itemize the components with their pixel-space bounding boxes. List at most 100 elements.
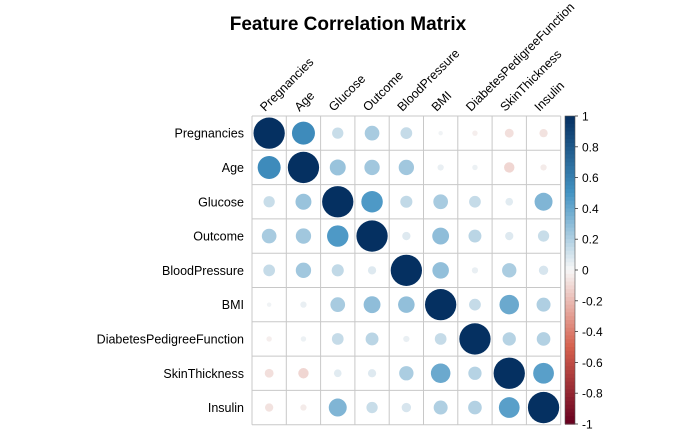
colorbar-segment [565,408,575,414]
correlation-circle [433,194,448,210]
colorbar-segment [565,312,575,317]
colorbar-segment [565,139,575,144]
colorbar-segment [565,131,575,136]
colorbar-segment [565,293,575,298]
correlation-circle [469,195,481,208]
colorbar-segment [565,266,575,271]
colorbar-tick-label: 0.2 [582,233,599,247]
colorbar-segment [565,127,575,132]
colorbar-segment [565,142,575,148]
colorbar-segment [565,350,575,356]
colorbar-segment [565,254,575,260]
colorbar-tick-label: 0 [582,264,589,278]
colorbar-tick-label: 0.6 [582,171,599,185]
colorbar-segment [565,150,575,156]
correlation-circle [333,369,342,378]
correlation-circle [433,400,448,415]
colorbar-tick-label: -1 [582,418,593,432]
correlation-circle [536,332,551,346]
colorbar-segment [565,412,575,417]
row-labels: Pregnancies Age Glucose Outcome BloodPressur… [97,127,244,415]
colorbar-segment [565,116,575,121]
correlation-circle [398,159,415,176]
colorbar-segment [565,385,575,390]
colorbar-segment [565,281,575,286]
colorbar-segment [565,235,575,240]
colorbar-segment [565,339,575,344]
correlation-circle [331,264,344,277]
correlation-circle [432,262,449,279]
colorbar-segment [565,343,575,348]
colorbar-segment [565,277,575,283]
colorbar-segment [565,420,575,425]
column-label: BMI [429,88,455,114]
correlation-circle [434,333,447,345]
correlation-circle [540,164,547,171]
correlation-circle [432,227,450,245]
correlation-circle [502,263,517,278]
colorbar-segment [565,204,575,209]
correlation-circle [266,336,272,342]
colorbar-tick-label: 0.4 [582,202,599,216]
correlation-circle [472,164,478,171]
colorbar-segment [565,335,575,340]
colorbar-segment [565,304,575,310]
column-label: Glucose [326,72,368,114]
correlation-circle [295,228,312,244]
colorbar-segment [565,373,575,379]
correlation-circle [263,264,276,277]
correlation-circle [398,296,415,313]
correlation-circle [403,335,410,343]
colorbar-segment [565,308,575,313]
colorbar-segment [565,189,575,194]
colorbar-segment [565,181,575,186]
colorbar-segment [565,258,575,263]
colorbar-segment [565,219,575,225]
colorbar-tick-label: -0.8 [582,387,603,401]
colorbar-segment [565,358,575,363]
colorbar-segment [565,185,575,190]
correlation-circle [438,130,443,136]
colorbar-segment [565,366,575,371]
correlation-circle [537,230,550,242]
correlation-circle [401,402,412,413]
colorbar-segment [565,296,575,302]
row-label: BloodPressure [162,264,244,278]
correlation-circle [300,336,307,342]
colorbar-segment [565,135,575,140]
colorbar-segment [565,397,575,402]
correlation-circle [253,117,285,149]
correlation-circle [505,231,514,241]
colorbar-segment [565,243,575,248]
correlation-circle [329,159,346,176]
colorbar-segment [565,300,575,306]
colorbar-segment [565,327,575,333]
colorbar-segment [565,123,575,129]
colorbar-tick-label: -0.6 [582,356,603,370]
correlation-circle [437,164,444,171]
correlation-circle [425,289,457,321]
colorbar-segment [565,212,575,217]
correlation-circle [366,401,378,414]
colorbar-segment [565,162,575,167]
correlation-circle [399,366,414,381]
colorbar-segment [565,377,575,383]
correlation-circle [539,129,548,138]
correlation-circle [468,229,482,243]
colorbar-segment [565,216,575,221]
colorbar-segment [565,119,575,125]
correlation-circle [327,225,349,247]
correlation-circles [253,117,560,424]
correlation-circle [468,400,482,415]
correlation-circle [266,302,272,307]
row-label: Glucose [198,195,244,209]
column-label: Age [292,88,318,114]
correlation-circle [400,195,413,208]
correlation-circle [291,121,315,145]
row-label: SkinThickness [163,367,244,381]
correlation-circle [300,301,307,308]
colorbar-segment [565,246,575,252]
row-label: DiabetesPedigreeFunction [97,332,244,346]
colorbar-segment [565,177,575,183]
colorbar-segment [565,393,575,398]
